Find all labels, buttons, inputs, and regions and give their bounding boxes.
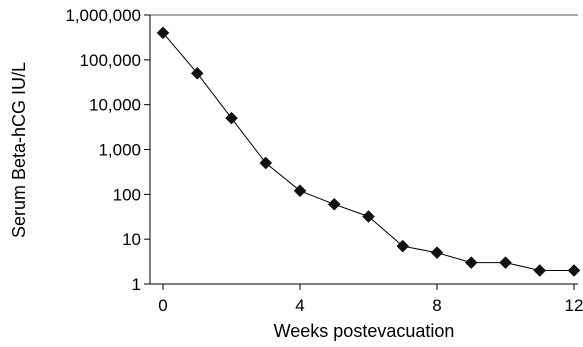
y-tick-label: 100 [113, 185, 141, 204]
x-axis-title: Weeks postevacuation [274, 321, 455, 341]
y-axis-ticks: 1 10 100 1,000 10,000 100,000 1,000,000 [65, 6, 150, 294]
data-point-marker [464, 256, 478, 269]
y-axis-title: Serum Beta-hCG IU/L [9, 62, 29, 238]
data-point-marker [156, 26, 170, 40]
series-line [162, 32, 574, 271]
data-point-marker [362, 210, 375, 223]
data-point-marker [190, 66, 204, 80]
data-point-marker [396, 239, 410, 253]
data-point-marker [533, 264, 547, 277]
y-tick-label: 10 [122, 230, 141, 249]
x-tick-label: 12 [565, 296, 583, 315]
x-tick-label: 4 [295, 296, 304, 315]
x-axis-ticks: 0 4 8 12 [158, 284, 583, 315]
y-tick-label: 1 [132, 275, 141, 294]
y-tick-label: 1,000,000 [65, 6, 141, 25]
y-tick-label: 10,000 [89, 96, 141, 115]
data-point-marker [259, 156, 273, 170]
data-point-marker [430, 246, 444, 260]
x-tick-label: 8 [432, 296, 441, 315]
data-series [156, 26, 581, 277]
data-point-marker [293, 184, 307, 198]
data-point-marker [499, 256, 512, 269]
x-tick-label: 0 [158, 296, 167, 315]
data-point-marker [327, 197, 341, 211]
y-tick-label: 100,000 [80, 51, 141, 70]
data-point-marker [225, 111, 238, 125]
y-tick-label: 1,000 [98, 141, 141, 160]
data-point-marker [567, 264, 581, 277]
